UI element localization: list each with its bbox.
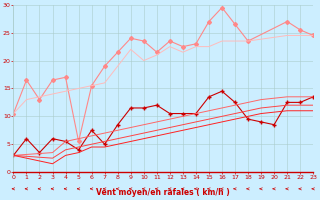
X-axis label: Vent moyen/en rafales ( km/h ): Vent moyen/en rafales ( km/h ) (96, 188, 230, 197)
